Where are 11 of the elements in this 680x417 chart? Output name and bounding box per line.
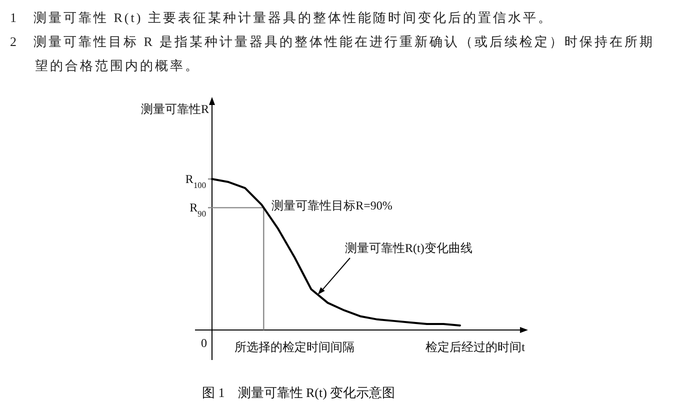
x-axis-title: 检定后经过的时间t — [426, 340, 526, 354]
annotation: 测量可靠性目标R=90% — [272, 198, 392, 213]
annotation: 测量可靠性R(t)变化曲线 — [345, 241, 472, 255]
text: 测量可靠性R — [140, 102, 209, 116]
text: 所选择的检定时间间隔 — [234, 340, 355, 354]
text: 1 测量可靠性 R(t) 主要表征某种计量器具的整体性能随时间变化后的置信水平。 — [10, 9, 554, 27]
text: 图 1 测量可靠性 R(t) 变化示意图 — [202, 385, 396, 400]
text: 2 测量可靠性目标 R 是指某种计量器具的整体性能在进行重新确认（或后续检定）时保持在所期望的合格范围内的概率。 — [10, 33, 656, 75]
ref-line-label: R$_{100}$ — [185, 172, 206, 190]
text: 0 — [201, 336, 207, 350]
ref-line-label: R$_{90}$ — [190, 200, 206, 218]
